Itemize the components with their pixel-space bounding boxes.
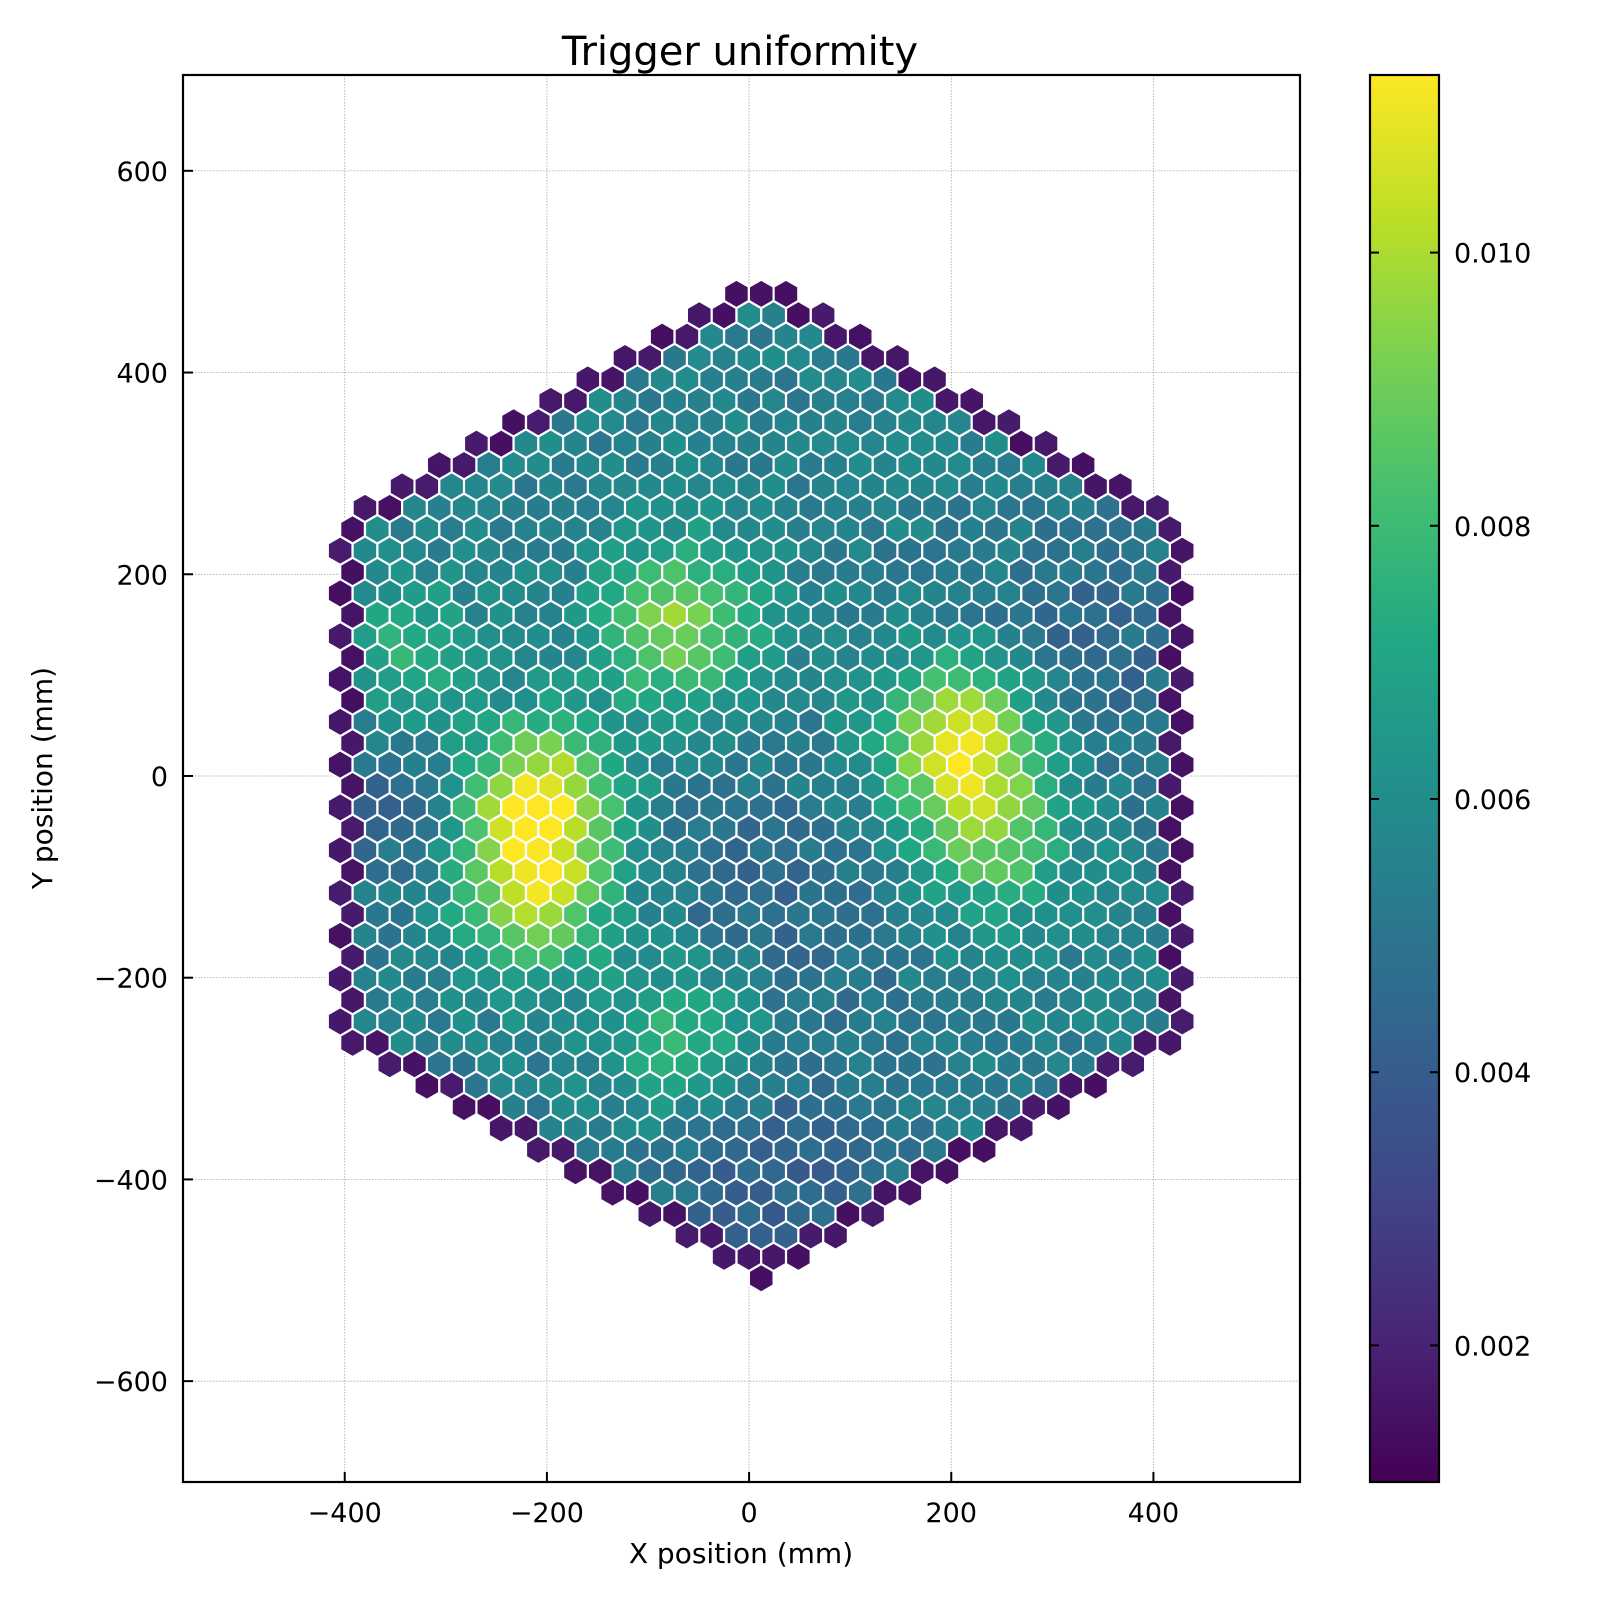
colorbar <box>1368 73 1441 1484</box>
camera-pixel <box>537 385 564 417</box>
x-axis-label: X position (mm) <box>629 1537 853 1570</box>
camera-pixel <box>748 278 775 310</box>
y-tick-label: −600 <box>94 1367 168 1398</box>
colorbar-tick-label: 0.002 <box>1454 1331 1531 1362</box>
y-tick-label: 400 <box>116 359 168 390</box>
colorbar-tick-label: 0.010 <box>1454 239 1531 270</box>
camera-pixel <box>611 342 639 374</box>
x-tick-label: −200 <box>510 1498 584 1529</box>
camera-pixel <box>772 278 800 310</box>
camera-pixel <box>500 406 527 438</box>
camera-pixel <box>574 364 602 395</box>
colorbar-ticks: 0.002 0.004 0.006 0.008 0.010 <box>1370 239 1531 1362</box>
camera-pixel <box>648 321 676 352</box>
camera-pixel <box>686 299 713 331</box>
y-axis-ticks: 600 400 200 0 −200 −400 −600 <box>94 157 193 1398</box>
y-tick-label: 600 <box>116 157 168 188</box>
camera-pixel <box>723 278 750 310</box>
y-tick-label: 200 <box>116 560 168 591</box>
camera-pixel <box>426 449 453 481</box>
camera-pixel <box>1107 471 1134 502</box>
camera-pixel <box>463 428 490 459</box>
x-axis-ticks: −400 −200 0 200 400 <box>308 1472 1180 1529</box>
y-tick-label: 0 <box>151 762 168 793</box>
chart-title: Trigger uniformity <box>561 29 918 75</box>
y-tick-label: −200 <box>94 964 168 995</box>
x-tick-label: −400 <box>308 1498 382 1529</box>
camera-pixel <box>995 406 1023 438</box>
camera-pixel-map <box>326 278 1196 1294</box>
colorbar-tick-label: 0.008 <box>1454 512 1531 543</box>
camera-pixel <box>1144 492 1171 524</box>
x-tick-label: 200 <box>925 1498 977 1529</box>
camera-pixel <box>847 321 874 352</box>
x-tick-label: 0 <box>740 1498 757 1529</box>
camera-pixel <box>1069 449 1097 481</box>
plot-frame <box>181 73 1302 1484</box>
colorbar-tick-label: 0.004 <box>1454 1058 1531 1089</box>
y-axis-label: Y position (mm) <box>26 667 59 890</box>
camera-pixel <box>351 492 379 524</box>
camera-pixel <box>809 299 837 331</box>
camera-pixel <box>958 385 985 417</box>
camera-pixel <box>884 342 911 374</box>
colorbar-tick-label: 0.006 <box>1454 785 1531 816</box>
camera-pixel <box>921 364 948 395</box>
x-tick-label: 400 <box>1128 1498 1180 1529</box>
y-tick-label: −400 <box>94 1165 168 1196</box>
camera-pixel <box>388 471 416 502</box>
camera-pixel <box>1032 428 1060 459</box>
